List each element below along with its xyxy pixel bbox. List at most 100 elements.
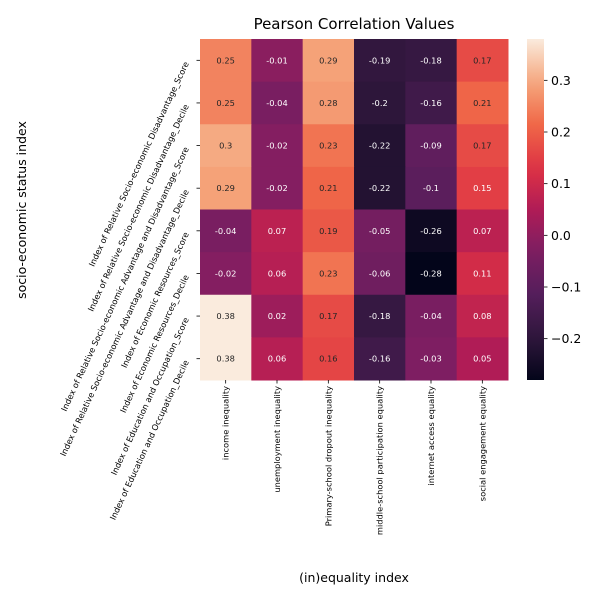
heatmap-cell xyxy=(302,337,355,381)
cell-value-label: 0.28 xyxy=(319,98,337,108)
cell-value-label: 0.05 xyxy=(473,354,491,364)
cell-value-label: 0.23 xyxy=(319,268,337,278)
cell-value-label: -0.1 xyxy=(423,183,439,193)
cell-value-label: 0.29 xyxy=(216,183,234,193)
heatmap-cell xyxy=(354,294,406,338)
heatmap-cell xyxy=(354,337,406,381)
heatmap-cell xyxy=(405,39,458,83)
cell-value-label: 0.19 xyxy=(319,226,337,236)
colorbar-tick-label: 0.2 xyxy=(551,125,571,140)
heatmap-cell xyxy=(354,124,406,168)
cell-value-label: 0.02 xyxy=(268,311,286,321)
cell-value-label: 0.29 xyxy=(319,55,337,65)
y-axis-label: socio-economic status index xyxy=(14,121,29,299)
cell-value-label: -0.16 xyxy=(420,98,441,108)
heatmap-cell-labels: 0.25 -0.01 0.29 -0.19 -0.18 0.17 0.25 -0.04 0.28… xyxy=(215,55,492,363)
heatmap-cell xyxy=(405,166,458,211)
cell-value-label: 0.38 xyxy=(216,311,234,321)
cell-value-label: -0.01 xyxy=(266,55,287,65)
heatmap-cell xyxy=(200,166,252,211)
x-tick-label: income inequality xyxy=(221,386,231,460)
y-tick-labels: Index of Relative Socio-economic Disadva… xyxy=(58,59,200,521)
cell-value-label: 0.06 xyxy=(268,354,286,364)
cell-value-label: 0.17 xyxy=(473,55,491,65)
cell-value-label: -0.04 xyxy=(420,311,441,321)
cell-value-label: -0.22 xyxy=(369,183,390,193)
heatmap-cell xyxy=(200,209,252,253)
colorbar-gradient xyxy=(527,39,544,380)
heatmap-cell xyxy=(456,337,509,381)
colorbar-tick-label: −0.1 xyxy=(551,280,581,295)
cell-value-label: 0.25 xyxy=(216,98,234,108)
cell-value-label: 0.25 xyxy=(216,55,234,65)
cell-value-label: -0.05 xyxy=(369,226,390,236)
heatmap-cell xyxy=(251,294,304,338)
heatmap-cell xyxy=(456,252,509,296)
heatmap-cell xyxy=(251,209,304,253)
x-tick-label: social engagement equality xyxy=(477,386,487,501)
cell-value-label: 0.11 xyxy=(473,268,491,278)
heatmap-cell xyxy=(405,294,458,338)
heatmap-cell xyxy=(405,124,458,168)
x-tick-label: Primary-school dropout inequality xyxy=(323,386,333,526)
heatmap-cell xyxy=(354,39,406,83)
heatmap-cells xyxy=(200,39,509,381)
cell-value-label: -0.04 xyxy=(215,226,236,236)
x-tick-label: internet access equality xyxy=(426,386,436,486)
heatmap-cell xyxy=(251,81,304,125)
heatmap-cell xyxy=(302,124,355,168)
heatmap-cell xyxy=(251,39,304,83)
heatmap-cell xyxy=(302,39,355,83)
cell-value-label: -0.19 xyxy=(369,55,390,65)
colorbar-tick-label: 0.3 xyxy=(551,73,571,88)
cell-value-label: -0.02 xyxy=(266,141,287,151)
heatmap-cell xyxy=(405,209,458,253)
heatmap-cell xyxy=(200,39,252,83)
heatmap-cell xyxy=(354,81,406,125)
cell-value-label: -0.02 xyxy=(215,268,236,278)
heatmap-cell xyxy=(251,124,304,168)
heatmap-cell xyxy=(302,209,355,253)
x-tick-labels: income inequality unemployment inequality… xyxy=(221,380,487,535)
heatmap-cell xyxy=(200,252,252,296)
cell-value-label: 0.21 xyxy=(319,183,337,193)
cell-value-label: 0.06 xyxy=(268,268,286,278)
x-axis-label: (in)equality index xyxy=(299,570,409,585)
cell-value-label: 0.3 xyxy=(219,141,232,151)
cell-value-label: 0.07 xyxy=(268,226,286,236)
cell-value-label: -0.03 xyxy=(420,354,441,364)
heatmap-cell xyxy=(405,337,458,381)
cell-value-label: -0.2 xyxy=(372,98,388,108)
heatmap-cell xyxy=(354,252,406,296)
heatmap-cell xyxy=(200,124,252,168)
cell-value-label: -0.28 xyxy=(420,268,441,278)
cell-value-label: 0.07 xyxy=(473,226,491,236)
heatmap-cell xyxy=(251,337,304,381)
cell-value-label: -0.02 xyxy=(266,183,287,193)
colorbar-tick-label: 0.1 xyxy=(551,176,571,191)
heatmap-cell xyxy=(456,81,509,125)
cell-value-label: -0.18 xyxy=(420,55,441,65)
cell-value-label: -0.16 xyxy=(369,354,390,364)
heatmap-cell xyxy=(251,252,304,296)
cell-value-label: -0.22 xyxy=(369,141,390,151)
heatmap-cell xyxy=(456,294,509,338)
x-tick-label: unemployment inequality xyxy=(272,386,282,493)
colorbar-tick-label: −0.2 xyxy=(551,331,581,346)
heatmap-cell xyxy=(302,294,355,338)
heatmap-cell xyxy=(200,294,252,338)
heatmap-cell xyxy=(354,166,406,211)
cell-value-label: 0.17 xyxy=(473,141,491,151)
cell-value-label: 0.23 xyxy=(319,141,337,151)
cell-value-label: -0.04 xyxy=(266,98,287,108)
heatmap-cell xyxy=(456,209,509,253)
cell-value-label: -0.09 xyxy=(420,141,441,151)
cell-value-label: 0.21 xyxy=(473,98,491,108)
heatmap-cell xyxy=(302,81,355,125)
heatmap-cell xyxy=(302,166,355,211)
heatmap-cell xyxy=(200,81,252,125)
cell-value-label: 0.17 xyxy=(319,311,337,321)
x-tick-label: middle-school participation equality xyxy=(375,386,385,535)
cell-value-label: 0.15 xyxy=(473,183,491,193)
